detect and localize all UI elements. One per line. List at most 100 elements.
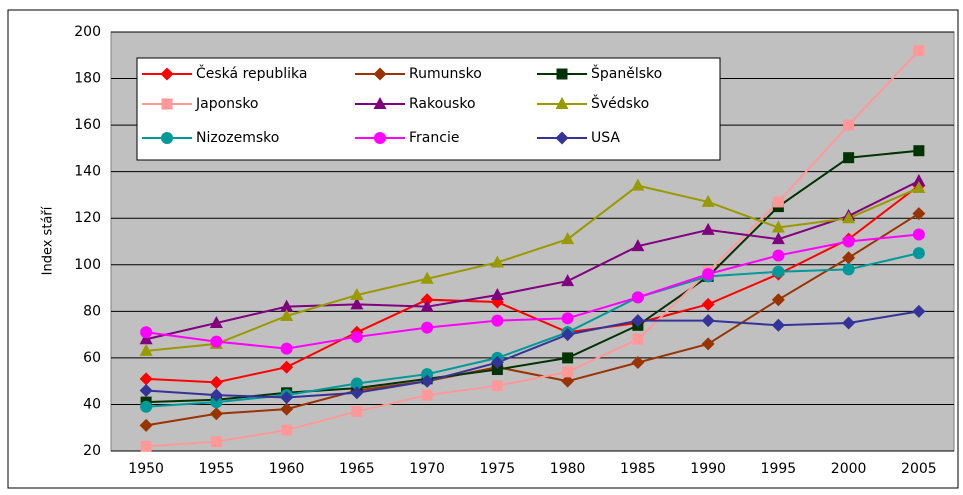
y-tick-label: 160 — [74, 117, 101, 133]
marker — [209, 375, 223, 389]
marker — [421, 368, 434, 381]
legend-label: Švédsko — [591, 94, 649, 112]
legend-marker — [374, 132, 386, 144]
marker — [912, 228, 925, 241]
x-tick-label: 1980 — [550, 461, 586, 477]
marker — [491, 364, 503, 376]
marker — [491, 380, 503, 392]
series-line — [145, 212, 920, 427]
y-axis-label: Index stáří — [41, 206, 56, 275]
y-tick-label: 80 — [83, 303, 101, 319]
marker — [631, 178, 645, 191]
marker — [701, 297, 715, 311]
legend-label: Francie — [409, 130, 459, 146]
marker — [280, 390, 294, 404]
marker — [280, 342, 293, 355]
marker — [561, 232, 575, 245]
marker — [209, 315, 223, 328]
marker — [772, 196, 784, 208]
x-tick-label: 1955 — [199, 461, 235, 477]
series-line — [146, 184, 920, 384]
marker — [210, 436, 222, 448]
legend-label: Španělsko — [591, 64, 662, 82]
marker — [842, 263, 855, 276]
marker — [702, 268, 715, 281]
x-tick-label: 1990 — [690, 461, 726, 477]
marker — [772, 265, 785, 278]
marker — [843, 152, 855, 164]
marker — [631, 239, 645, 252]
marker — [842, 316, 856, 330]
marker — [280, 308, 294, 321]
marker — [139, 383, 153, 397]
marker — [913, 145, 925, 157]
y-tick-label: 200 — [74, 24, 101, 40]
marker — [842, 235, 855, 248]
y-tick-label: 100 — [74, 257, 101, 273]
marker — [561, 274, 575, 287]
x-tick-label: 2000 — [831, 461, 867, 477]
marker — [280, 299, 294, 312]
series-line — [146, 184, 920, 352]
x-tick-label: 1995 — [761, 461, 797, 477]
marker — [350, 297, 364, 310]
y-tick-label: 60 — [83, 350, 101, 366]
y-tick-label: 180 — [74, 71, 101, 87]
marker — [490, 288, 504, 301]
marker — [210, 396, 223, 409]
legend-label: Rumunsko — [409, 66, 482, 82]
marker — [562, 366, 574, 378]
legend-label: Česká republika — [196, 64, 308, 82]
legend-marker — [160, 67, 174, 81]
legend-label: Rakousko — [409, 96, 476, 112]
marker — [561, 312, 574, 325]
marker — [139, 418, 153, 432]
marker — [351, 405, 363, 417]
series-line — [145, 180, 920, 341]
marker — [912, 304, 926, 318]
legend-marker — [373, 97, 387, 109]
marker — [350, 386, 364, 400]
marker — [842, 251, 856, 265]
marker — [421, 321, 434, 334]
marker — [912, 207, 926, 221]
legend-marker — [373, 67, 387, 81]
x-tick-label: 1960 — [269, 461, 305, 477]
marker — [842, 211, 856, 224]
marker — [140, 400, 153, 413]
marker — [912, 173, 926, 186]
x-tick-label: 1975 — [480, 461, 516, 477]
series-line — [146, 310, 920, 399]
marker — [701, 194, 715, 207]
legend-marker — [555, 131, 569, 145]
x-tick-label: 1985 — [620, 461, 656, 477]
marker — [561, 328, 575, 342]
x-tick-label: 1970 — [409, 461, 445, 477]
marker — [771, 318, 785, 332]
marker — [350, 377, 363, 390]
marker — [631, 356, 645, 370]
marker — [420, 271, 434, 284]
marker — [280, 360, 294, 374]
marker — [912, 180, 926, 193]
marker — [281, 424, 293, 436]
marker — [209, 388, 223, 402]
legend-marker — [556, 68, 568, 80]
legend-label: Nizozemsko — [196, 130, 279, 146]
marker — [209, 407, 223, 421]
marker — [631, 314, 645, 328]
x-tick-label: 1950 — [128, 461, 164, 477]
legend-marker — [161, 98, 173, 110]
legend-label: USA — [591, 130, 620, 146]
marker — [490, 356, 504, 370]
marker — [772, 249, 785, 262]
marker — [701, 222, 715, 235]
legend-marker — [161, 132, 173, 144]
legend-marker — [555, 97, 569, 109]
marker — [771, 232, 785, 245]
marker — [701, 314, 715, 328]
marker — [140, 326, 153, 339]
marker — [701, 337, 715, 351]
marker — [631, 291, 644, 304]
